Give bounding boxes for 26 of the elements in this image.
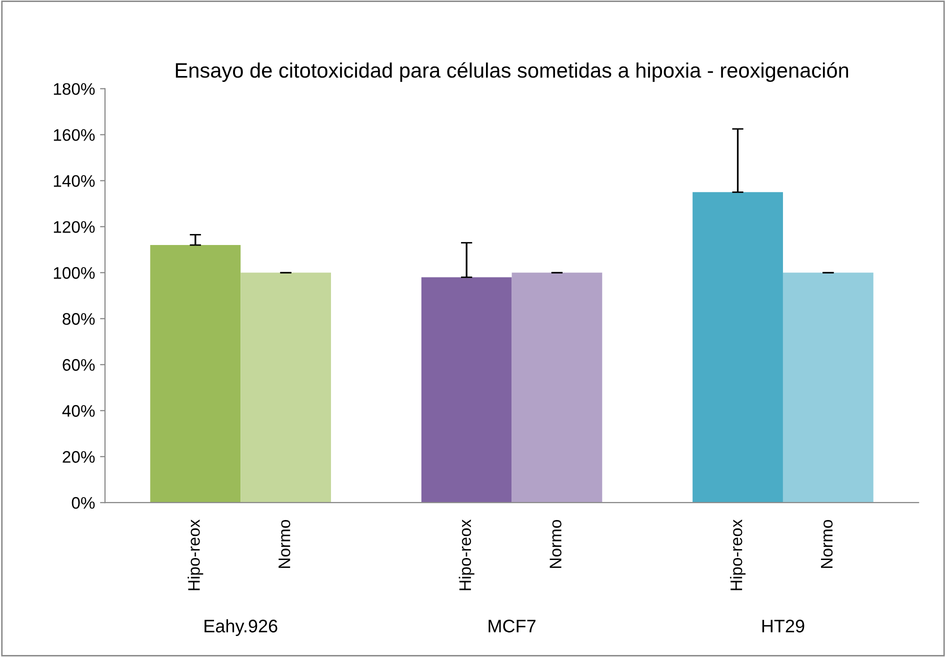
bar — [150, 245, 241, 503]
y-tick-label: 160% — [54, 129, 95, 141]
x-tick-label: Normo — [278, 520, 290, 568]
x-tick-label: Normo — [821, 520, 833, 568]
x-tick-label: Hipo-reox — [188, 519, 204, 590]
y-tick-label: 60% — [62, 359, 95, 371]
text: MCF7 — [488, 620, 536, 632]
chart-title: Ensayo de citotoxicidad para células sometidas a hipoxia - reoxigenación — [176, 62, 848, 82]
y-tick-label: 20% — [62, 451, 95, 463]
y-tick-label: 180% — [54, 83, 95, 95]
y-tick-label: 0% — [72, 497, 95, 509]
y-tick-label: 40% — [62, 405, 95, 417]
y-tick-label: 100% — [54, 267, 95, 279]
x-tick-label: Normo — [550, 520, 562, 568]
bar — [692, 192, 783, 503]
y-tick-label: 80% — [62, 313, 95, 325]
y-tick-label: 120% — [54, 221, 95, 233]
bar — [782, 272, 874, 503]
bar — [512, 272, 602, 503]
bar — [240, 272, 331, 503]
bar — [421, 277, 512, 503]
text: HT29 — [762, 620, 804, 632]
text: Eahy.926 — [204, 619, 278, 636]
y-tick-label: 140% — [54, 175, 95, 187]
x-tick-label: Hipo-reox — [730, 519, 746, 590]
x-tick-label: Hipo-reox — [458, 519, 474, 590]
